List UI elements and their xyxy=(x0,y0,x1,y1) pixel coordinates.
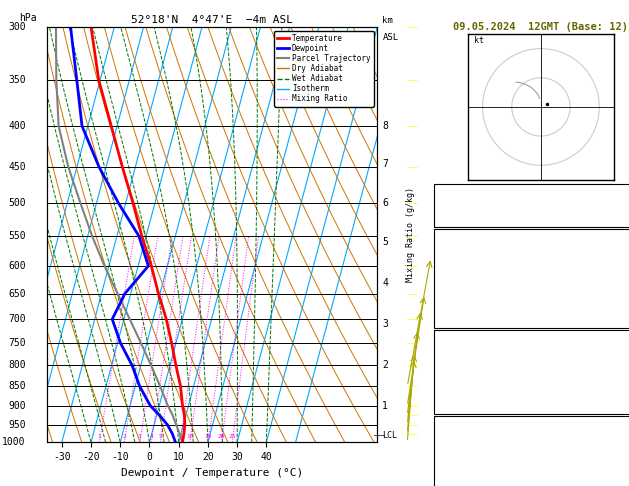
Text: Mixing Ratio (g/kg): Mixing Ratio (g/kg) xyxy=(406,187,415,282)
Text: CIN (J): CIN (J) xyxy=(438,400,478,409)
Text: © weatheronline.co.uk: © weatheronline.co.uk xyxy=(586,473,629,482)
Text: 500: 500 xyxy=(8,198,26,208)
Text: PW (cm): PW (cm) xyxy=(438,213,478,222)
Text: 550: 550 xyxy=(8,231,26,241)
Text: Dewp (°C): Dewp (°C) xyxy=(438,259,489,268)
Text: Temp (°C): Temp (°C) xyxy=(438,245,489,254)
Text: 4: 4 xyxy=(149,434,153,439)
Text: 8.9: 8.9 xyxy=(628,259,629,268)
Text: Lifted Index: Lifted Index xyxy=(438,373,507,382)
Text: StmSpd (kt): StmSpd (kt) xyxy=(438,473,501,482)
Text: 2: 2 xyxy=(382,360,388,370)
Text: 8: 8 xyxy=(178,434,182,439)
Text: 1000: 1000 xyxy=(3,437,26,447)
Text: 650: 650 xyxy=(8,289,26,298)
Text: 4: 4 xyxy=(382,278,388,288)
Text: Lifted Index: Lifted Index xyxy=(438,286,507,295)
Text: LCL: LCL xyxy=(382,431,398,440)
Text: 950: 950 xyxy=(8,419,26,430)
Text: 328°: 328° xyxy=(622,459,629,468)
Text: 7: 7 xyxy=(382,159,388,169)
Text: 350: 350 xyxy=(8,75,26,85)
Text: 25: 25 xyxy=(228,434,236,439)
Text: 5: 5 xyxy=(159,434,162,439)
Text: 1: 1 xyxy=(382,401,388,411)
Text: 10: 10 xyxy=(186,434,194,439)
Text: StmDir: StmDir xyxy=(438,459,472,468)
Text: 950: 950 xyxy=(628,346,629,354)
Text: 450: 450 xyxy=(8,162,26,172)
Text: 750: 750 xyxy=(8,338,26,348)
Text: 6: 6 xyxy=(382,198,388,208)
Text: 09.05.2024  12GMT (Base: 12): 09.05.2024 12GMT (Base: 12) xyxy=(454,21,628,32)
Text: 20: 20 xyxy=(218,434,225,439)
Text: hPa: hPa xyxy=(19,13,36,22)
Text: 300: 300 xyxy=(8,22,26,32)
Title: 52°18'N  4°47'E  −4m ASL: 52°18'N 4°47'E −4m ASL xyxy=(131,15,293,25)
Text: 8: 8 xyxy=(382,121,388,131)
Text: 3: 3 xyxy=(382,319,388,329)
Text: ASL: ASL xyxy=(382,33,399,42)
Text: Totals Totals: Totals Totals xyxy=(438,200,513,208)
Text: Hodograph: Hodograph xyxy=(515,420,567,429)
Text: θₑ(K): θₑ(K) xyxy=(438,273,467,281)
Text: EH: EH xyxy=(438,432,449,441)
Text: Surface: Surface xyxy=(521,233,561,242)
Text: 11.3: 11.3 xyxy=(622,245,629,254)
Text: CAPE (J): CAPE (J) xyxy=(438,300,484,309)
Text: 850: 850 xyxy=(8,381,26,391)
Legend: Temperature, Dewpoint, Parcel Trajectory, Dry Adiabat, Wet Adiabat, Isotherm, Mi: Temperature, Dewpoint, Parcel Trajectory… xyxy=(274,31,374,106)
Text: 700: 700 xyxy=(8,314,26,324)
Text: 301: 301 xyxy=(628,273,629,281)
Text: 600: 600 xyxy=(8,261,26,271)
Text: CAPE (J): CAPE (J) xyxy=(438,386,484,395)
Text: km: km xyxy=(382,16,393,25)
Text: 2: 2 xyxy=(123,434,126,439)
Text: SREH: SREH xyxy=(438,446,461,454)
Text: 303: 303 xyxy=(628,359,629,368)
Text: 1: 1 xyxy=(97,434,101,439)
Text: 1.3: 1.3 xyxy=(628,213,629,222)
Text: 15: 15 xyxy=(204,434,212,439)
Text: θₑ (K): θₑ (K) xyxy=(438,359,472,368)
Text: 400: 400 xyxy=(8,121,26,131)
Text: Most Unstable: Most Unstable xyxy=(504,333,578,342)
Text: 5: 5 xyxy=(382,237,388,247)
X-axis label: Dewpoint / Temperature (°C): Dewpoint / Temperature (°C) xyxy=(121,468,303,478)
Text: CIN (J): CIN (J) xyxy=(438,313,478,322)
Text: kt: kt xyxy=(474,36,484,45)
Text: 900: 900 xyxy=(8,401,26,411)
Text: 800: 800 xyxy=(8,360,26,370)
Text: Pressure (mb): Pressure (mb) xyxy=(438,346,513,354)
Text: 3: 3 xyxy=(138,434,142,439)
Text: K: K xyxy=(438,186,443,195)
